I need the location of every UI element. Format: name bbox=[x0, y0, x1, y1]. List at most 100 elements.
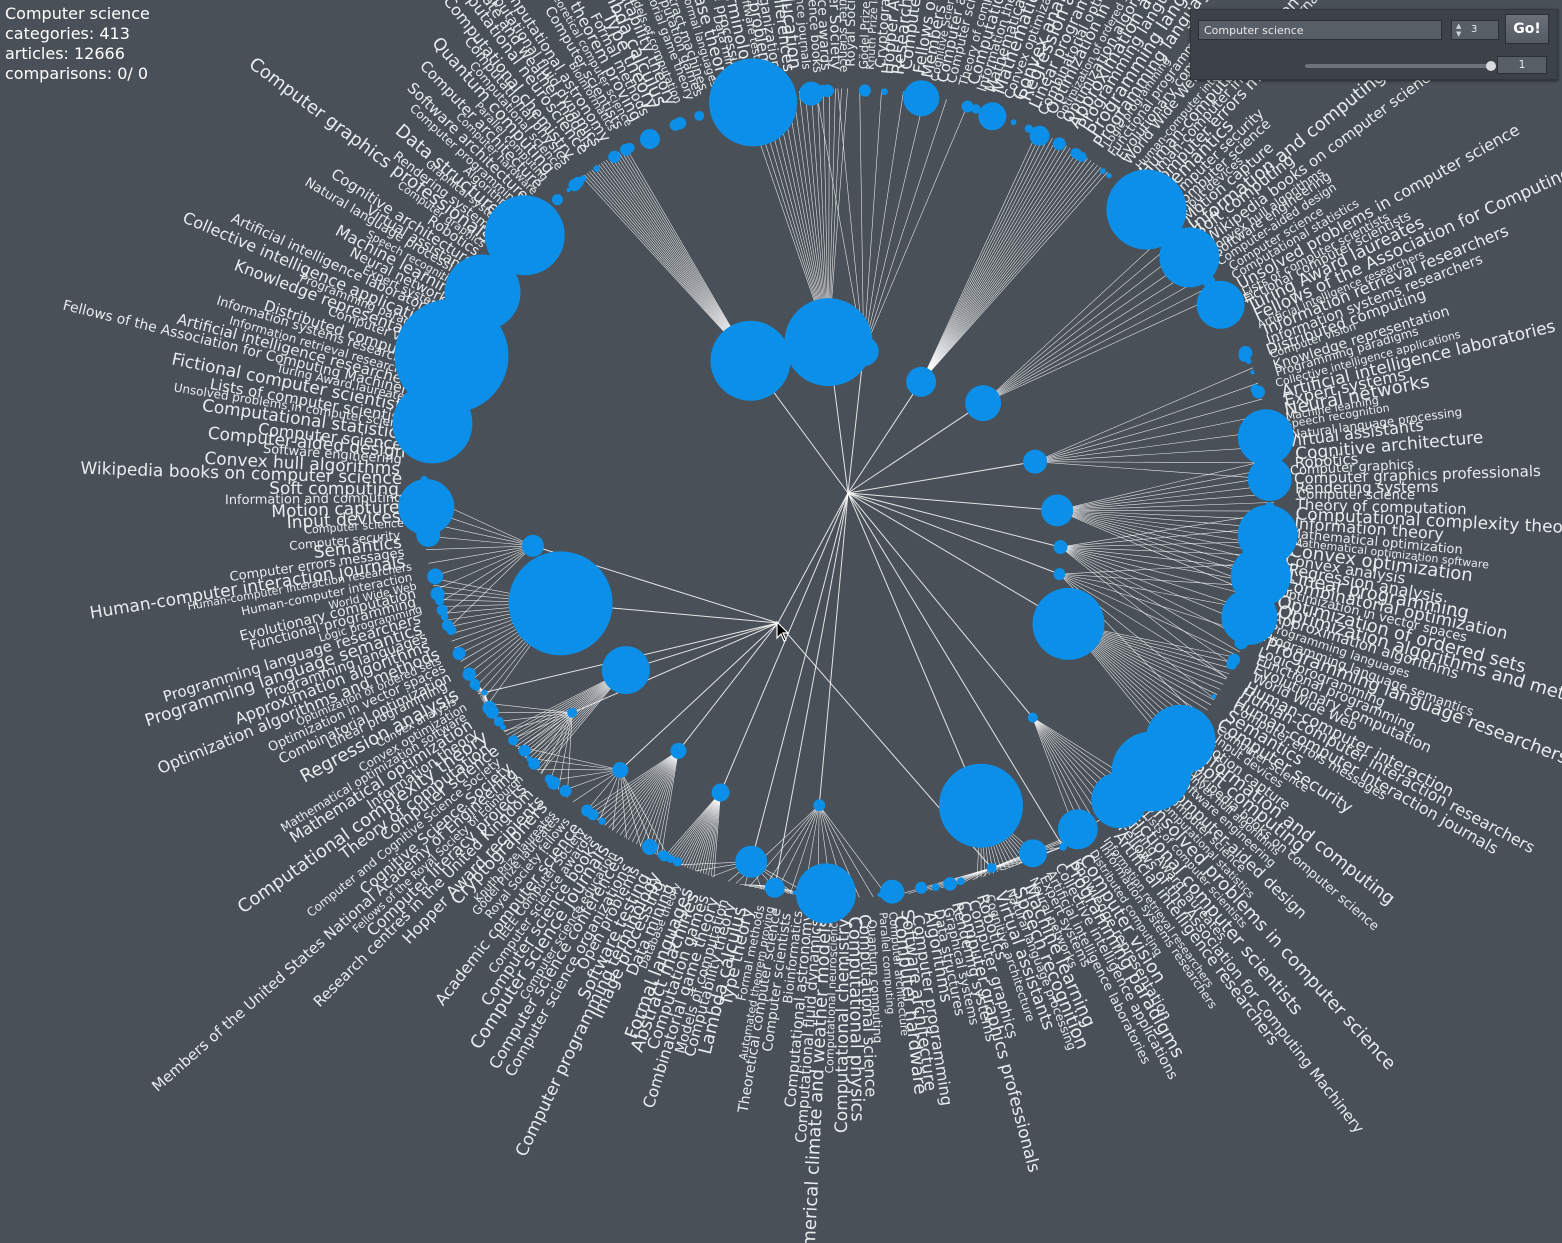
category-node[interactable] bbox=[598, 817, 606, 825]
category-node[interactable] bbox=[568, 178, 581, 192]
category-node[interactable] bbox=[392, 383, 473, 464]
category-node[interactable] bbox=[473, 684, 481, 691]
category-node[interactable] bbox=[1053, 568, 1066, 581]
category-label[interactable]: Theory of computation bbox=[1294, 495, 1466, 518]
category-node[interactable] bbox=[1235, 636, 1249, 650]
category-node[interactable] bbox=[1032, 587, 1105, 660]
category-label[interactable]: IEEE Computer Society bbox=[823, 0, 846, 70]
category-label[interactable]: Information and computing bbox=[225, 491, 403, 508]
category-node[interactable] bbox=[1257, 576, 1266, 585]
slider-value-field[interactable]: 1 bbox=[1497, 56, 1547, 74]
category-node[interactable] bbox=[879, 888, 892, 901]
category-node[interactable] bbox=[612, 761, 629, 778]
category-node[interactable] bbox=[1252, 601, 1259, 608]
category-node[interactable] bbox=[1168, 743, 1181, 756]
category-node[interactable] bbox=[1010, 119, 1017, 126]
category-node[interactable] bbox=[792, 890, 797, 895]
category-node[interactable] bbox=[481, 280, 489, 289]
category-node[interactable] bbox=[1260, 415, 1270, 424]
category-node[interactable] bbox=[1106, 169, 1187, 250]
category-node[interactable] bbox=[1143, 204, 1150, 210]
category-node[interactable] bbox=[394, 298, 509, 413]
category-node[interactable] bbox=[1041, 494, 1074, 527]
category-node[interactable] bbox=[430, 399, 439, 409]
category-node[interactable] bbox=[468, 300, 478, 310]
category-label[interactable]: Computer graphics bbox=[1290, 457, 1415, 478]
category-node[interactable] bbox=[1053, 540, 1068, 555]
category-node[interactable] bbox=[1184, 724, 1197, 737]
category-node[interactable] bbox=[593, 165, 601, 172]
category-node[interactable] bbox=[1180, 243, 1187, 250]
category-node[interactable] bbox=[1262, 430, 1273, 441]
category-label[interactable]: Quantum computing bbox=[865, 919, 885, 1043]
category-node[interactable] bbox=[694, 110, 705, 121]
category-node[interactable] bbox=[477, 288, 484, 295]
depth-spinner[interactable]: ▲ ▼ 3 bbox=[1451, 20, 1499, 40]
category-label[interactable]: Computer science bbox=[1297, 488, 1415, 504]
category-node[interactable] bbox=[803, 889, 814, 899]
category-node[interactable] bbox=[709, 58, 798, 147]
category-node[interactable] bbox=[452, 646, 466, 661]
category-node[interactable] bbox=[608, 150, 621, 163]
category-node[interactable] bbox=[848, 336, 879, 367]
category-node[interactable] bbox=[513, 234, 524, 245]
category-node[interactable] bbox=[931, 883, 940, 891]
category-node[interactable] bbox=[508, 735, 519, 746]
category-node[interactable] bbox=[906, 366, 937, 397]
category-node[interactable] bbox=[1196, 280, 1245, 329]
category-node[interactable] bbox=[441, 619, 454, 632]
category-node[interactable] bbox=[579, 175, 587, 182]
category-label[interactable]: Computational neuroscience bbox=[823, 915, 841, 1073]
category-label[interactable]: Robotics bbox=[1294, 450, 1359, 472]
spinner-arrows-icon[interactable]: ▲ ▼ bbox=[1456, 22, 1462, 38]
category-node[interactable] bbox=[434, 596, 444, 606]
category-node[interactable] bbox=[981, 107, 991, 117]
category-node[interactable] bbox=[416, 522, 441, 547]
category-node[interactable] bbox=[1268, 518, 1274, 524]
category-node[interactable] bbox=[1071, 148, 1082, 160]
category-label[interactable]: Motion capture bbox=[271, 498, 400, 522]
category-node[interactable] bbox=[1238, 346, 1253, 360]
category-node[interactable] bbox=[581, 804, 594, 817]
category-node[interactable] bbox=[1151, 211, 1158, 218]
category-node[interactable] bbox=[957, 877, 965, 886]
category-node[interactable] bbox=[641, 838, 658, 855]
category-node[interactable] bbox=[484, 195, 565, 276]
category-label[interactable]: Computational chemistry bbox=[832, 918, 854, 1133]
category-node[interactable] bbox=[508, 551, 613, 656]
category-node[interactable] bbox=[1265, 541, 1272, 548]
category-node[interactable] bbox=[460, 314, 471, 324]
category-node[interactable] bbox=[915, 881, 928, 894]
category-node[interactable] bbox=[1226, 658, 1238, 670]
category-node[interactable] bbox=[813, 799, 826, 812]
category-node[interactable] bbox=[1251, 385, 1265, 399]
category-node[interactable] bbox=[728, 103, 734, 109]
category-node[interactable] bbox=[823, 85, 834, 96]
category-node[interactable] bbox=[1268, 467, 1275, 474]
category-node[interactable] bbox=[1052, 137, 1066, 151]
category-node[interactable] bbox=[764, 877, 785, 898]
category-node[interactable] bbox=[1210, 287, 1222, 299]
category-node[interactable] bbox=[551, 194, 563, 206]
category-node[interactable] bbox=[1144, 772, 1153, 781]
category-node[interactable] bbox=[1076, 824, 1087, 835]
category-node[interactable] bbox=[657, 850, 666, 859]
category-label[interactable]: Computational physics bbox=[844, 916, 868, 1122]
category-node[interactable] bbox=[1173, 235, 1182, 244]
category-node[interactable] bbox=[447, 348, 455, 355]
category-node[interactable] bbox=[1155, 215, 1167, 228]
category-node[interactable] bbox=[802, 87, 812, 97]
category-node[interactable] bbox=[1266, 537, 1272, 543]
category-node[interactable] bbox=[961, 100, 974, 113]
category-node[interactable] bbox=[1018, 839, 1047, 868]
category-node[interactable] bbox=[710, 320, 791, 401]
category-node[interactable] bbox=[1099, 168, 1106, 175]
category-node[interactable] bbox=[965, 385, 1002, 422]
category-node[interactable] bbox=[938, 763, 1023, 848]
category-node[interactable] bbox=[429, 573, 438, 583]
category-node[interactable] bbox=[1027, 712, 1038, 723]
category-node[interactable] bbox=[670, 742, 687, 759]
category-node[interactable] bbox=[1029, 125, 1050, 146]
category-node[interactable] bbox=[992, 109, 1007, 124]
category-node[interactable] bbox=[817, 888, 831, 902]
